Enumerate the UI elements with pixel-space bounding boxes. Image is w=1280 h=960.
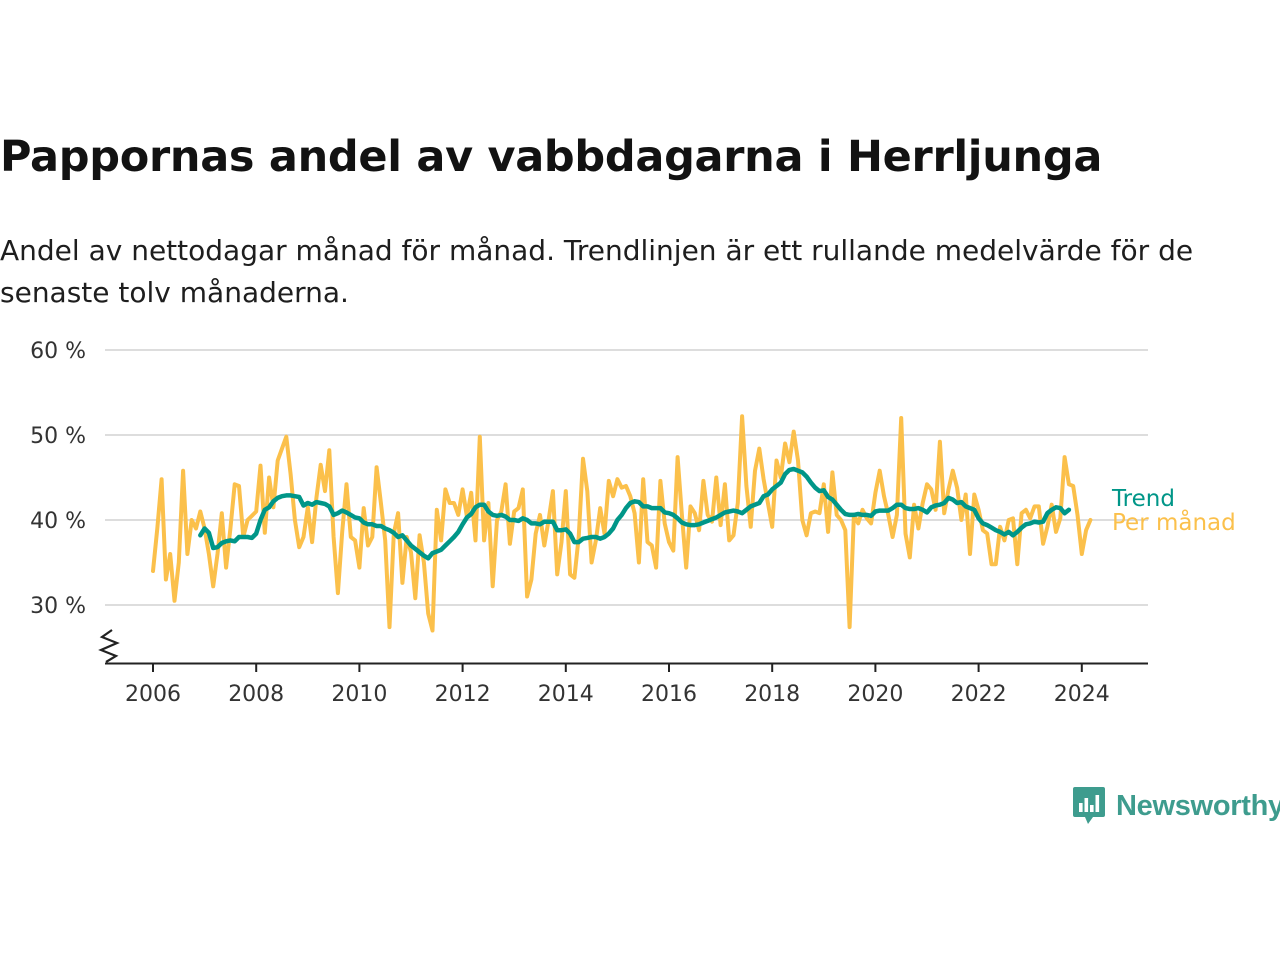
chart-subtitle: Andel av nettodagar månad för månad. Tre… <box>0 234 1194 309</box>
x-tick-label: 2014 <box>538 682 594 707</box>
y-axis-tick-labels: 30 % 40 % 50 % 60 % <box>30 339 86 619</box>
series-line-trend <box>198 466 1072 561</box>
y-tick-label: 50 % <box>30 424 86 449</box>
x-axis-ticks: 2006 2008 2010 2012 2014 2016 2018 2020 2022 2024 <box>125 664 1110 707</box>
y-tick-label: 30 % <box>30 594 86 619</box>
x-tick-label: 2018 <box>744 682 800 707</box>
series-line-per-m-nad <box>151 414 1093 633</box>
x-tick-label: 2022 <box>951 682 1007 707</box>
y-tick-label: 60 % <box>30 339 86 364</box>
newsworthy-chart-icon <box>1073 787 1105 824</box>
series-label-trend: Trend <box>1111 486 1175 512</box>
x-tick-label: 2008 <box>228 682 284 707</box>
axis-break-icon <box>98 629 120 663</box>
brand-logo: Newsworthy <box>1072 786 1280 826</box>
x-tick-label: 2010 <box>331 682 387 707</box>
series-lines <box>151 414 1093 633</box>
x-tick-label: 2024 <box>1054 682 1110 707</box>
chart-title: Pappornas andel av vabbdagarna i Herrlju… <box>0 132 1103 182</box>
x-tick-label: 2012 <box>435 682 491 707</box>
line-chart: 30 % 40 % 50 % 60 % 2006 2008 2010 2012 2014 201… <box>30 339 1236 707</box>
y-tick-label: 40 % <box>30 509 86 534</box>
x-tick-label: 2006 <box>125 682 181 707</box>
brand-name: Newsworthy <box>1116 789 1280 822</box>
series-label-per-m-nad: Per månad <box>1112 508 1236 536</box>
x-tick-label: 2020 <box>847 682 903 707</box>
x-tick-label: 2016 <box>641 682 697 707</box>
